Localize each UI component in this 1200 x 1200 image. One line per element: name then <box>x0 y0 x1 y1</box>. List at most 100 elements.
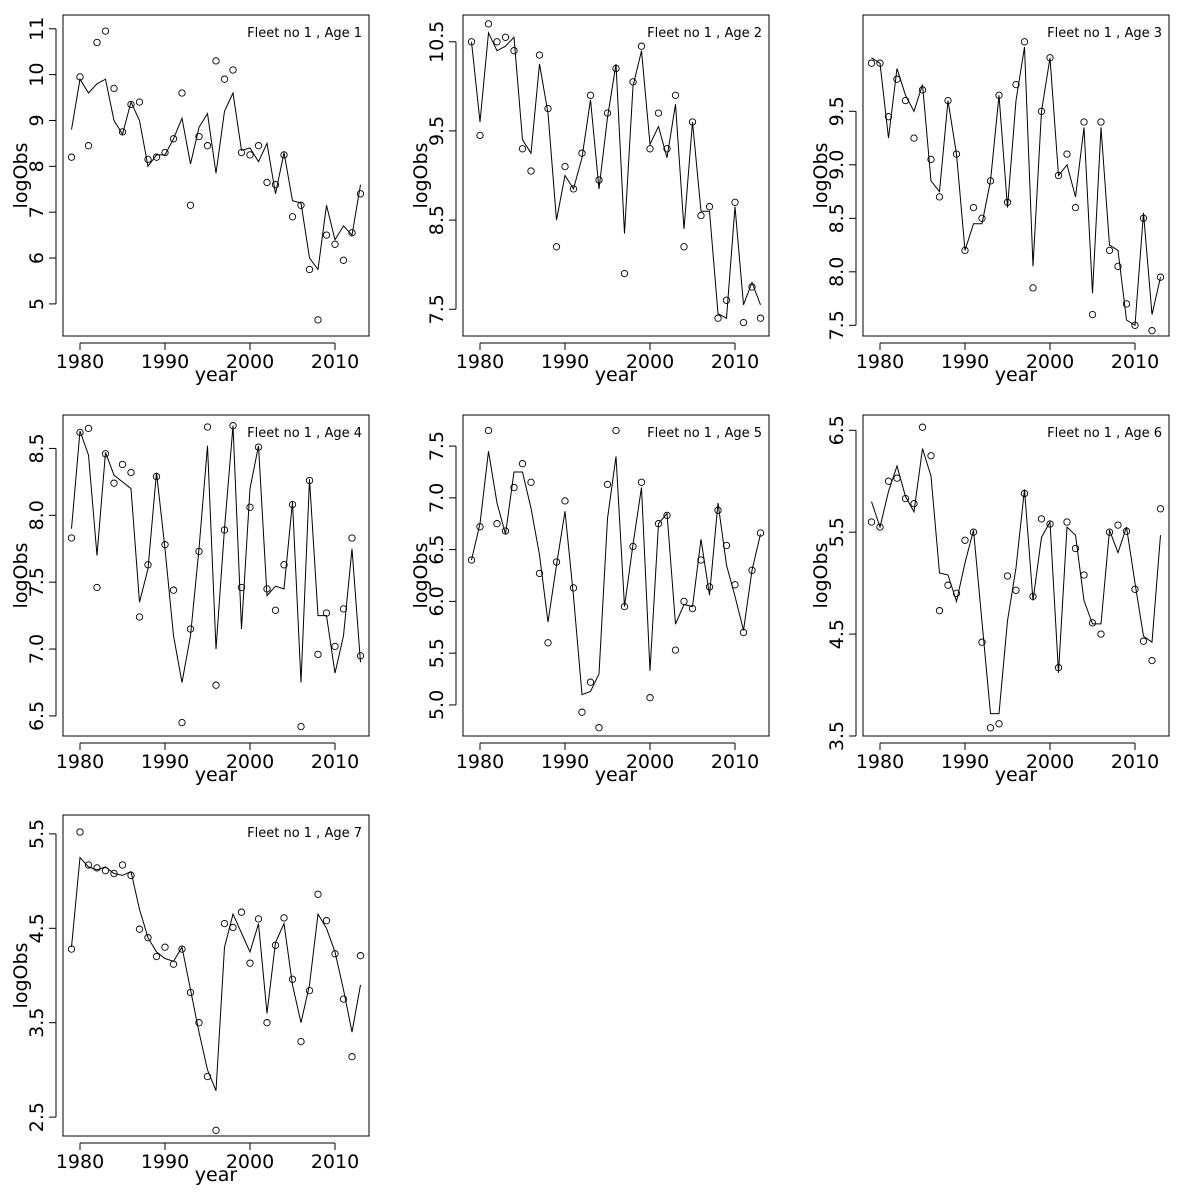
observation-point <box>1114 521 1122 529</box>
observation-point <box>910 134 918 142</box>
observation-point <box>1003 572 1012 580</box>
observation-point <box>254 915 263 923</box>
observation-point <box>595 724 603 732</box>
observation-point <box>118 460 127 469</box>
observation-point <box>1071 203 1080 212</box>
x-tick-label: 1980 <box>56 351 104 373</box>
observation-point <box>161 943 169 951</box>
y-tick-label: 7.5 <box>26 567 48 597</box>
observation-point <box>229 66 237 74</box>
observation-point <box>84 142 93 150</box>
observation-point <box>178 945 186 953</box>
observation-point <box>578 708 586 716</box>
y-tick-label: 3.5 <box>826 721 848 751</box>
observation-point <box>518 145 527 153</box>
plot-frame <box>862 414 1170 737</box>
panel-age-7: Fleet no 1 , Age 7 1980 1990 2000 2010 year 2.… <box>10 814 370 1186</box>
observation-point <box>356 952 365 960</box>
observation-point <box>569 185 578 193</box>
fitted-line <box>71 77 361 271</box>
observation-point <box>629 78 637 86</box>
observation-point <box>986 724 995 732</box>
observation-point <box>339 256 348 264</box>
fitted-line <box>71 425 361 683</box>
observation-point <box>93 864 101 872</box>
x-tick-label: 2010 <box>311 751 359 773</box>
observation-point <box>203 142 212 150</box>
x-axis-title: year <box>995 764 1038 786</box>
x-tick-label: 2010 <box>1111 351 1159 373</box>
observation-point <box>501 33 510 41</box>
observation-point <box>229 923 237 932</box>
observation-point <box>1131 585 1139 593</box>
observation-point <box>893 474 901 482</box>
y-tick-label: 7.5 <box>426 431 448 461</box>
observation-point <box>705 203 714 211</box>
observation-point <box>646 694 654 702</box>
observation-point <box>1148 327 1156 335</box>
x-tick-label: 1980 <box>456 351 504 373</box>
observation-point <box>527 167 535 175</box>
x-tick-label: 2000 <box>1026 351 1074 373</box>
panel-age-4: Fleet no 1 , Age 4 1980 1990 2000 2010 year 6.… <box>10 414 370 786</box>
observation-point <box>535 51 544 59</box>
y-tick-label: 10.5 <box>426 21 448 63</box>
y-tick-label: 8 <box>26 160 48 172</box>
observation-point <box>356 190 365 198</box>
observation-point <box>722 296 731 304</box>
y-tick-label: 6.5 <box>26 701 48 731</box>
observation-point <box>884 113 893 121</box>
x-tick-label: 1990 <box>541 751 589 773</box>
observation-point <box>1097 630 1105 638</box>
x-tick-label: 1980 <box>56 751 104 773</box>
plot-frame <box>62 814 370 1137</box>
observation-point <box>237 583 246 592</box>
panel-title: Fleet no 1 , Age 6 <box>1047 426 1162 441</box>
observation-point <box>1088 619 1097 627</box>
x-tick-label: 1990 <box>541 351 589 373</box>
observation-point <box>212 1126 220 1134</box>
observation-point <box>280 151 288 159</box>
observation-point <box>220 919 229 928</box>
y-tick-label: 6.0 <box>426 586 448 616</box>
observation-point <box>246 503 254 511</box>
y-tick-label: 7.5 <box>826 310 848 340</box>
y-tick-label: 10 <box>26 63 48 87</box>
y-tick-label: 11 <box>26 17 48 41</box>
observation-point <box>195 132 203 141</box>
observation-point <box>927 452 935 460</box>
observation-point <box>918 423 927 431</box>
y-tick-label: 8.0 <box>26 500 48 530</box>
observation-point <box>246 959 254 967</box>
observation-point <box>731 198 739 206</box>
observation-point <box>646 145 654 153</box>
observation-point <box>663 145 671 153</box>
observation-point <box>561 162 569 171</box>
fitted-line <box>471 451 761 696</box>
observation-point <box>161 148 169 157</box>
y-axis-title: logObs <box>10 543 32 609</box>
x-tick-label: 2010 <box>711 351 759 373</box>
observation-point <box>263 178 271 187</box>
observation-point <box>118 861 127 869</box>
observation-point <box>1148 656 1156 665</box>
observation-point <box>288 213 297 221</box>
observation-point <box>935 607 944 615</box>
plot-frame <box>62 414 370 737</box>
observation-point <box>93 583 101 592</box>
observation-point <box>1122 300 1131 308</box>
x-tick-label: 2010 <box>311 1151 359 1173</box>
observation-point <box>978 214 986 222</box>
observation-point <box>671 646 680 654</box>
observation-point <box>1012 586 1020 594</box>
observation-point <box>739 318 748 327</box>
x-tick-label: 2010 <box>311 351 359 373</box>
x-tick-label: 1980 <box>856 351 904 373</box>
panel-age-6: Fleet no 1 , Age 6 1980 1990 2000 2010 year 3.… <box>810 414 1170 786</box>
y-axis-title: logObs <box>410 143 432 209</box>
observation-point <box>1080 118 1088 126</box>
observation-point <box>101 27 110 35</box>
observation-point <box>280 914 288 922</box>
x-tick-label: 1980 <box>856 751 904 773</box>
y-tick-label: 9 <box>26 114 48 126</box>
